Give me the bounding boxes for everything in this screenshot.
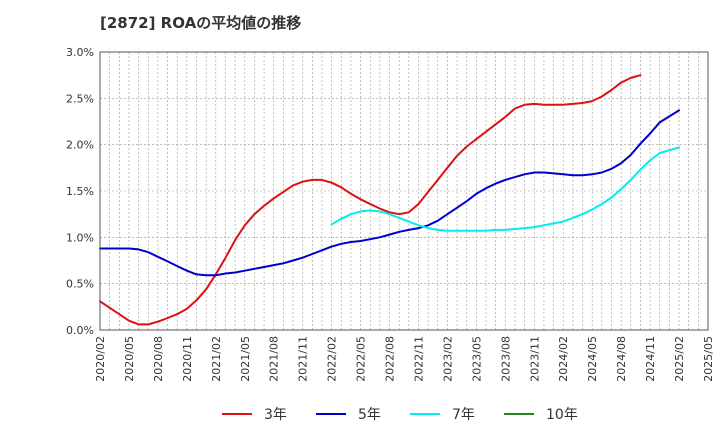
grid-lines: [100, 52, 708, 330]
x-tick-label: 2022/08: [384, 336, 397, 382]
x-tick-label: 2021/05: [239, 336, 252, 382]
x-tick-label: 2024/11: [644, 336, 657, 382]
x-tick-label: 2024/05: [586, 336, 599, 382]
x-tick-label: 2021/08: [268, 336, 281, 382]
x-tick-label: 2022/11: [412, 336, 425, 382]
x-tick-label: 2023/08: [499, 336, 512, 382]
series-line-2: [99, 109, 680, 277]
x-tick-label: 2020/08: [152, 336, 165, 382]
y-tick-label: 0.0%: [66, 324, 94, 337]
y-tick-label: 0.5%: [66, 278, 94, 291]
y-tick-label: 2.0%: [66, 139, 94, 152]
x-tick-label: 2021/02: [210, 336, 223, 382]
x-axis: 2020/02 2020/05 2020/08 2020/11 2021/02 2021/…: [94, 336, 715, 382]
legend: 3年 5年 7年 10年: [222, 407, 578, 423]
series-line-1: [99, 74, 642, 326]
x-tick-label: 2024/02: [557, 336, 570, 382]
legend-label-1: 3年: [264, 407, 287, 423]
x-tick-label: 2024/08: [615, 336, 628, 382]
y-tick-label: 1.5%: [66, 185, 94, 198]
x-tick-label: 2020/02: [94, 336, 107, 382]
x-tick-label: 2021/11: [297, 336, 310, 382]
x-tick-label: 2020/05: [123, 336, 136, 382]
legend-label-4: 10年: [546, 407, 578, 423]
chart-title: [2872] ROAの平均値の推移: [100, 14, 302, 32]
legend-label-2: 5年: [358, 407, 381, 423]
x-tick-label: 2023/05: [470, 336, 483, 382]
x-tick-label: 2025/02: [673, 336, 686, 382]
legend-label-3: 7年: [452, 407, 475, 423]
x-tick-label: 2023/11: [528, 336, 541, 382]
series-line-3: [330, 146, 680, 232]
x-tick-label: 2023/02: [441, 336, 454, 382]
y-tick-label: 3.0%: [66, 46, 94, 59]
series-lines: [99, 74, 680, 326]
y-tick-label: 1.0%: [66, 231, 94, 244]
x-tick-label: 2022/02: [326, 336, 339, 382]
x-tick-label: 2020/11: [181, 336, 194, 382]
y-tick-label: 2.5%: [66, 92, 94, 105]
x-tick-label: 2022/05: [355, 336, 368, 382]
y-axis: 0.0% 0.5% 1.0% 1.5% 2.0% 2.5% 3.0%: [66, 46, 94, 337]
plot-frame: [99, 51, 709, 331]
x-tick-label: 2025/05: [702, 336, 715, 382]
